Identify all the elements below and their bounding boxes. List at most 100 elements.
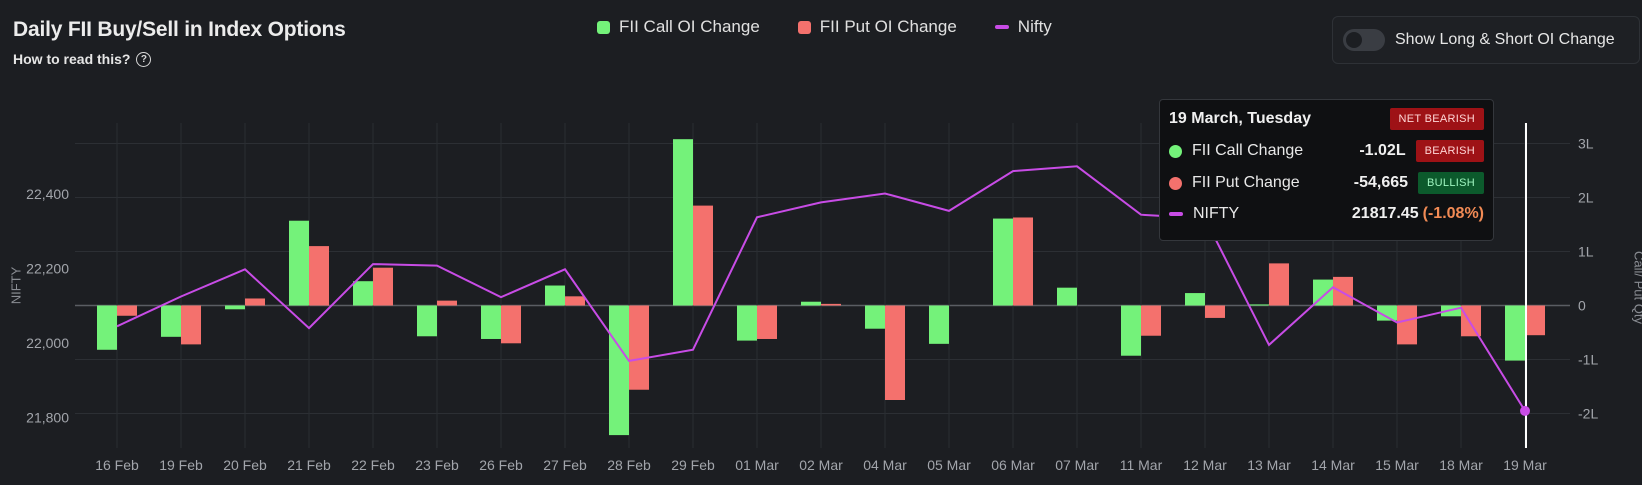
- long-short-toggle[interactable]: [1343, 29, 1385, 51]
- call-bar: [1121, 305, 1141, 356]
- put-bar: [1141, 305, 1161, 336]
- put-bullish-badge: BULLISH: [1418, 172, 1484, 194]
- chart-title: Daily FII Buy/Sell in Index Options: [13, 18, 346, 41]
- call-bar: [737, 305, 757, 341]
- tooltip-call-value: -1.02L: [1359, 142, 1406, 159]
- left-tick-label: 22,400: [26, 186, 69, 202]
- put-bar: [821, 303, 841, 306]
- x-tick-label: 28 Feb: [607, 457, 651, 473]
- call-bar: [97, 305, 117, 350]
- call-bar: [417, 305, 437, 337]
- put-bar: [1205, 305, 1225, 318]
- call-bar: [801, 301, 821, 306]
- call-bar: [929, 305, 949, 344]
- chart-legend: FII Call OI Change FII Put OI Change Nif…: [597, 17, 1052, 37]
- put-bar: [501, 305, 521, 344]
- x-tick-label: 19 Feb: [159, 457, 203, 473]
- question-circle-icon: ?: [136, 51, 152, 67]
- how-to-read-label: How to read this?: [13, 51, 131, 67]
- put-bar: [885, 305, 905, 400]
- legend-item-put[interactable]: FII Put OI Change: [797, 17, 957, 37]
- call-bar: [225, 305, 245, 310]
- nifty-line-icon: [994, 25, 1009, 29]
- call-bar: [1185, 293, 1205, 306]
- x-tick-label: 23 Feb: [415, 457, 459, 473]
- right-tick-label: 2L: [1578, 190, 1594, 206]
- x-tick-label: 16 Feb: [95, 457, 139, 473]
- put-bar: [693, 205, 713, 306]
- tooltip-nifty-value: 21817.45: [1351, 205, 1419, 222]
- call-bar: [1057, 287, 1077, 306]
- x-tick-label: 27 Feb: [543, 457, 587, 473]
- call-bar: [673, 139, 693, 306]
- chart-tooltip: 19 March, Tuesday NET BEARISH FII Call C…: [1159, 99, 1494, 241]
- call-bearish-badge: BEARISH: [1415, 140, 1484, 162]
- x-tick-label: 15 Mar: [1375, 457, 1419, 473]
- nifty-polyline: [116, 165, 1526, 412]
- x-tick-label: 06 Mar: [991, 457, 1035, 473]
- x-tick-label: 01 Mar: [735, 457, 779, 473]
- x-tick-label: 20 Feb: [223, 457, 267, 473]
- left-tick-label: 21,800: [26, 409, 69, 425]
- x-tick-label: 05 Mar: [927, 457, 971, 473]
- legend-nifty-label: Nifty: [1017, 17, 1052, 36]
- tooltip-date: 19 March, Tuesday: [1169, 110, 1311, 127]
- right-tick-label: 3L: [1578, 136, 1594, 152]
- put-bar: [1333, 276, 1353, 306]
- tooltip-put-value: -54,665: [1353, 174, 1409, 191]
- tooltip-call-row: FII Call Change -1.02L BEARISH: [1169, 140, 1484, 162]
- x-tick-label: 04 Mar: [863, 457, 907, 473]
- legend-put-label: FII Put OI Change: [819, 17, 957, 36]
- put-bar: [245, 298, 265, 306]
- legend-item-call[interactable]: FII Call OI Change: [597, 17, 760, 37]
- x-tick-label: 21 Feb: [287, 457, 331, 473]
- call-bar: [609, 305, 629, 436]
- nifty-line-icon: [1169, 212, 1183, 216]
- left-tick-label: 22,000: [26, 335, 69, 351]
- nifty-line: [116, 165, 1530, 416]
- right-tick-label: 0: [1578, 298, 1586, 314]
- long-short-toggle-card: Show Long & Short OI Change: [1332, 16, 1640, 64]
- legend-item-nifty[interactable]: Nifty: [994, 17, 1052, 37]
- call-swatch-icon: [597, 20, 610, 34]
- put-bar: [629, 305, 649, 390]
- toggle-knob: [1346, 32, 1362, 48]
- tooltip-put-row: FII Put Change -54,665 BULLISH: [1169, 172, 1484, 194]
- put-bar: [565, 296, 585, 306]
- axis-ticks: 16 Feb 19 Feb 20 Feb 21 Feb 22 Feb 23 Feb 26 F…: [26, 136, 1598, 474]
- right-tick-label: -2L: [1578, 406, 1598, 422]
- call-bar: [353, 281, 373, 306]
- tooltip-nifty-row: NIFTY 21817.45 (-1.08%): [1169, 205, 1484, 223]
- x-tick-label: 14 Mar: [1311, 457, 1355, 473]
- call-bar: [1249, 304, 1269, 306]
- legend-call-label: FII Call OI Change: [619, 17, 760, 36]
- put-bar: [373, 267, 393, 306]
- put-bar: [1269, 263, 1289, 306]
- right-tick-label: 1L: [1578, 244, 1594, 260]
- tooltip-put-label: FII Put Change: [1192, 174, 1300, 191]
- call-bar: [1313, 279, 1333, 306]
- x-tick-label: 13 Mar: [1247, 457, 1291, 473]
- call-bar: [481, 305, 501, 339]
- tooltip-nifty-change: (-1.08%): [1422, 205, 1484, 222]
- how-to-read-link[interactable]: How to read this? ?: [13, 51, 152, 67]
- put-bar: [1397, 305, 1417, 345]
- nifty-point-highlight: [1520, 405, 1530, 416]
- x-tick-label: 12 Mar: [1183, 457, 1227, 473]
- x-tick-label: 26 Feb: [479, 457, 523, 473]
- put-swatch-icon: [797, 20, 811, 34]
- call-bar: [993, 218, 1013, 306]
- put-bar: [757, 305, 777, 339]
- put-bar: [117, 305, 137, 316]
- x-tick-label: 18 Mar: [1439, 457, 1483, 473]
- put-bar: [437, 300, 457, 306]
- call-bar: [865, 305, 885, 329]
- left-tick-label: 22,200: [26, 261, 69, 277]
- x-tick-label: 29 Feb: [671, 457, 715, 473]
- put-dot-icon: [1169, 176, 1182, 190]
- call-bar: [1505, 305, 1525, 361]
- call-bar: [161, 305, 181, 337]
- put-bar: [181, 305, 201, 345]
- toggle-label: Show Long & Short OI Change: [1395, 31, 1615, 48]
